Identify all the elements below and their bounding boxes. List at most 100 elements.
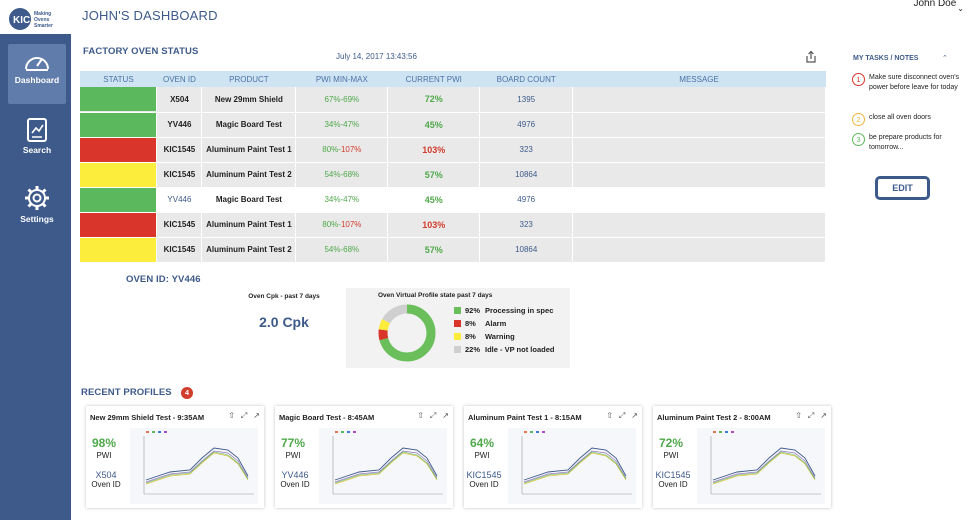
profile-card[interactable]: Aluminum Paint Test 1 - 8:15AM ⇧ ⤢ ↗ 64% PWI K… (464, 406, 642, 508)
column-header[interactable]: PWI MIN-MAX (295, 71, 388, 87)
oven-id-cell[interactable]: YV446 (156, 187, 203, 213)
column-header[interactable]: OVEN ID (156, 71, 202, 87)
profile-pwi: 64% PWI (464, 436, 500, 460)
table-row[interactable]: KIC1545 Aluminum Paint Test 1 80%-107% 103%… (80, 212, 826, 238)
legend-label: Idle - VP not loaded (485, 345, 555, 354)
expand-icon[interactable]: ⤢ (618, 411, 626, 420)
task-item[interactable]: 1 Make sure disconnect oven's power befor… (852, 73, 967, 93)
sidebar-item-search[interactable]: Search (8, 110, 66, 170)
table-row[interactable]: YV446 Magic Board Test 34%-47% 45% 4976 (80, 112, 826, 138)
oven-id-cell[interactable]: KIC1545 (156, 237, 203, 263)
oven-id-cell[interactable]: KIC1545 (156, 162, 203, 188)
current-pwi-cell: 57% (387, 237, 481, 263)
profile-oven: YV446 Oven ID (275, 470, 315, 489)
board-count-cell: 10864 (479, 237, 574, 263)
pwi-range-cell: 80%-107% (295, 137, 389, 163)
profile-card[interactable]: Magic Board Test - 8:45AM ⇧ ⤢ ↗ 77% PWI YV446 O… (275, 406, 453, 508)
task-item[interactable]: 3 be prepare products for tomorrow... (852, 133, 967, 153)
column-header[interactable]: MESSAGE (572, 71, 826, 87)
section-title-oven-status: FACTORY OVEN STATUS (83, 46, 199, 57)
table-row[interactable]: KIC1545 Aluminum Paint Test 1 80%-107% 103%… (80, 137, 826, 163)
oven-id-label: Oven ID (280, 480, 310, 489)
profile-card[interactable]: New 29mm Shield Test - 9:35AM ⇧ ⤢ ↗ 98% PWI X5… (86, 406, 264, 508)
product-cell: Aluminum Paint Test 2 (201, 162, 297, 188)
vp-legend: 92% Processing in spec 8% Alarm 8% Warning 22%… (454, 306, 554, 358)
task-item[interactable]: 2 close all oven doors (852, 113, 967, 126)
status-cell (80, 87, 158, 113)
pwi-min: 34% (324, 120, 341, 129)
profile-thumbnail-chart[interactable] (130, 428, 258, 504)
profile-pwi: 72% PWI (653, 436, 689, 460)
virtual-profile-panel: Oven Virtual Profile state past 7 days 9… (346, 288, 570, 368)
board-count-cell: 4976 (479, 112, 574, 138)
pwi-value: 64% (469, 436, 495, 450)
tasks-title: MY TASKS / NOTES (853, 55, 919, 62)
kic-logo[interactable]: KIC Making Ovens Smarter (8, 6, 68, 32)
status-cell (80, 112, 158, 138)
task-text: Make sure disconnect oven's power before… (869, 74, 960, 91)
vp-chart-title: Oven Virtual Profile state past 7 days (378, 292, 493, 299)
share-icon[interactable]: ⇧ (795, 411, 802, 420)
table-row[interactable]: KIC1545 Aluminum Paint Test 2 54%-68% 57% 10… (80, 237, 826, 263)
column-header[interactable]: BOARD COUNT (479, 71, 573, 87)
oven-id-cell[interactable]: X504 (156, 87, 203, 113)
oven-id-cell[interactable]: KIC1545 (156, 137, 203, 163)
oven-id-label: Oven ID (469, 480, 499, 489)
column-header[interactable]: STATUS (80, 71, 157, 87)
oven-id-value: X504 (95, 470, 117, 480)
donut-slice-idle-vp-not-loaded[interactable] (378, 304, 436, 362)
legend-item: 92% Processing in spec (454, 306, 554, 319)
open-external-icon[interactable]: ↗ (442, 411, 449, 420)
sidebar-item-settings[interactable]: Settings (8, 177, 66, 237)
status-cell (80, 137, 158, 163)
share-icon[interactable] (804, 50, 818, 69)
table-row[interactable]: YV446 Magic Board Test 34%-47% 45% 4976 (80, 187, 826, 213)
user-menu[interactable]: John Doe⌄ (913, 0, 964, 13)
board-count-cell: 10864 (479, 162, 574, 188)
status-indicator (80, 137, 157, 162)
expand-icon[interactable]: ⤢ (429, 411, 437, 420)
pwi-max: 107% (340, 145, 362, 154)
oven-id-cell[interactable]: YV446 (156, 112, 203, 138)
pwi-min: 80% (322, 220, 339, 229)
share-icon[interactable]: ⇧ (417, 411, 424, 420)
expand-icon[interactable]: ⤢ (240, 411, 248, 420)
donut-slice-alarm[interactable] (378, 304, 436, 362)
table-row[interactable]: X504 New 29mm Shield 67%-69% 72% 1395 (80, 87, 826, 113)
expand-icon[interactable]: ⤢ (807, 411, 815, 420)
gear-icon (25, 186, 49, 210)
vp-donut-chart[interactable] (376, 302, 438, 364)
message-cell (572, 212, 826, 238)
column-header[interactable]: PRODUCT (201, 71, 296, 87)
current-pwi-cell: 45% (387, 187, 481, 213)
legend-percent: 92% (465, 306, 481, 315)
sidebar-item-dashboard[interactable]: Dashboard (8, 44, 66, 104)
pwi-range-cell: 34%-47% (295, 187, 389, 213)
profile-thumbnail-chart[interactable] (319, 428, 447, 504)
open-external-icon[interactable]: ↗ (631, 411, 638, 420)
task-number-badge: 2 (852, 113, 865, 126)
pwi-min: 67% (324, 94, 341, 104)
open-external-icon[interactable]: ↗ (253, 411, 260, 420)
share-icon[interactable]: ⇧ (228, 411, 235, 420)
task-number-badge: 1 (852, 73, 865, 86)
pwi-label: PWI (663, 451, 679, 460)
card-actions: ⇧ ⤢ ↗ (600, 411, 638, 421)
profile-pwi: 98% PWI (86, 436, 122, 460)
profile-thumbnail-chart[interactable] (508, 428, 636, 504)
oven-id-cell[interactable]: KIC1545 (156, 212, 203, 238)
share-icon[interactable]: ⇧ (606, 411, 613, 420)
cpk-label: Oven Cpk - past 7 days (248, 293, 320, 300)
legend-percent: 8% (465, 319, 476, 328)
pwi-max: 47% (343, 195, 360, 204)
edit-button[interactable]: EDIT (875, 176, 930, 200)
legend-percent: 22% (465, 345, 481, 354)
open-external-icon[interactable]: ↗ (820, 411, 827, 420)
chevron-up-icon[interactable]: ⌃ (942, 55, 948, 62)
profile-thumbnail-chart[interactable] (697, 428, 825, 504)
column-header[interactable]: CURRENT PWI (387, 71, 480, 87)
table-row[interactable]: KIC1545 Aluminum Paint Test 2 54%-68% 57% 10… (80, 162, 826, 188)
current-pwi-cell: 72% (387, 87, 481, 113)
profile-card[interactable]: Aluminum Paint Test 2 - 8:00AM ⇧ ⤢ ↗ 72% PWI K… (653, 406, 831, 508)
product-cell: Magic Board Test (201, 112, 297, 138)
